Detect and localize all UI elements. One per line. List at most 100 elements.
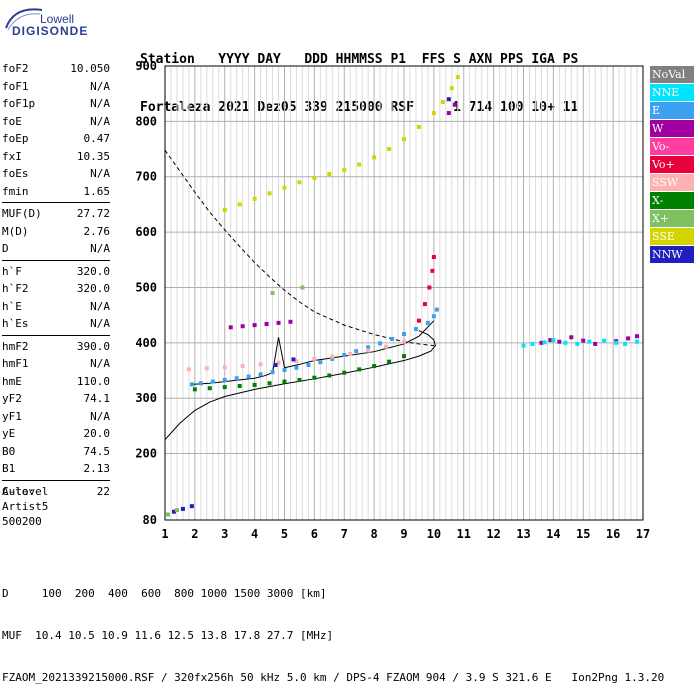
plot-frame bbox=[164, 65, 644, 521]
param-name: C-level bbox=[2, 484, 49, 498]
param-row: C-level 22 bbox=[2, 483, 110, 501]
legend-item-nnw: NNW bbox=[650, 246, 694, 263]
legend-item-x-: X+ bbox=[650, 210, 694, 227]
x-tick-label: 16 bbox=[606, 527, 620, 541]
echo-point-e bbox=[210, 379, 215, 384]
echo-point-sse bbox=[455, 75, 460, 80]
x-tick-label: 5 bbox=[281, 527, 288, 541]
echo-point-nne bbox=[623, 341, 628, 346]
echo-point-x- bbox=[387, 359, 392, 364]
param-value: N/A bbox=[90, 357, 110, 370]
echo-point-sse bbox=[282, 185, 287, 190]
echo-point-nne bbox=[575, 341, 580, 346]
param-value: N/A bbox=[90, 409, 110, 423]
param-row: B0 74.5 bbox=[2, 443, 110, 461]
echo-point-sse bbox=[387, 147, 392, 152]
param-name: fmin bbox=[2, 184, 29, 198]
echo-point-ssw bbox=[276, 360, 281, 365]
echo-point-sse bbox=[237, 202, 242, 207]
param-row: foEp 0.47 bbox=[2, 130, 110, 148]
echo-point-x- bbox=[402, 354, 406, 359]
legend-item-vo-: Vo- bbox=[650, 138, 694, 155]
echo-point-ssw bbox=[366, 348, 371, 353]
legend-item-x-: X- bbox=[650, 192, 694, 209]
echo-point-w bbox=[252, 323, 257, 328]
echo-point-x- bbox=[207, 386, 212, 391]
param-row: foF1p N/A bbox=[2, 95, 110, 113]
echo-point-sse bbox=[449, 86, 454, 91]
echo-point-w bbox=[228, 325, 233, 330]
echo-point-nnw bbox=[273, 362, 278, 367]
param-row: yE 20.0 bbox=[2, 425, 110, 443]
param-name: MUF(D) bbox=[2, 207, 42, 220]
auto-version: 500200 bbox=[2, 515, 42, 528]
x-tick-label: 14 bbox=[546, 527, 560, 541]
echo-point-w bbox=[581, 338, 586, 343]
param-row: hmF1 N/A bbox=[2, 355, 110, 373]
echo-point-w bbox=[557, 339, 562, 344]
echo-point-nne bbox=[563, 340, 568, 345]
param-row: yF2 74.1 bbox=[2, 390, 110, 408]
x-tick-label: 9 bbox=[400, 527, 407, 541]
echo-point-vo- bbox=[430, 268, 435, 273]
echo-point-sse bbox=[312, 175, 317, 180]
echo-point-e bbox=[378, 341, 383, 346]
y-tick-label: 300 bbox=[135, 391, 157, 405]
echo-point-vo- bbox=[422, 302, 427, 307]
param-row: foF1 N/A bbox=[2, 78, 110, 96]
echo-point-x- bbox=[372, 364, 377, 369]
echo-point-w bbox=[626, 336, 631, 341]
param-value: 320.0 bbox=[76, 282, 110, 295]
param-row: D N/A bbox=[2, 240, 110, 258]
param-name: hmF1 bbox=[2, 357, 29, 370]
param-divider bbox=[2, 202, 110, 203]
param-value: N/A bbox=[90, 317, 110, 330]
x-tick-label: 15 bbox=[576, 527, 590, 541]
echo-point-nne bbox=[635, 339, 640, 344]
echo-point-nne bbox=[521, 343, 526, 348]
param-value: 10.050 bbox=[70, 62, 110, 75]
param-name: foE bbox=[2, 114, 22, 128]
autoscaling-info: Auto: Artist5 500200 bbox=[2, 484, 48, 529]
echo-point-w bbox=[452, 102, 457, 107]
footer-muf-row: MUF 10.4 10.5 10.9 11.6 12.5 13.8 17.8 2… bbox=[2, 629, 334, 642]
param-name: h`E bbox=[2, 299, 22, 313]
x-tick-label: 8 bbox=[371, 527, 378, 541]
echo-point-w bbox=[593, 341, 598, 346]
digisonde-logo-icon bbox=[5, 8, 43, 31]
param-value: 74.5 bbox=[83, 444, 111, 458]
param-row: hmE 110.0 bbox=[2, 373, 110, 391]
x-tick-label: 4 bbox=[251, 527, 258, 541]
echo-point-vo- bbox=[431, 255, 436, 260]
echo-point-ssw bbox=[294, 359, 299, 364]
param-value: N/A bbox=[90, 242, 110, 255]
param-row: yF1 N/A bbox=[2, 408, 110, 426]
echo-point-e bbox=[402, 331, 406, 336]
param-name: h`Es bbox=[2, 317, 29, 330]
echo-point-x- bbox=[327, 373, 332, 378]
echo-point-e bbox=[306, 362, 311, 367]
param-name: foEs bbox=[2, 167, 29, 180]
param-value: N/A bbox=[90, 79, 110, 93]
y-tick-label: 800 bbox=[135, 114, 157, 128]
param-name: M(D) bbox=[2, 224, 29, 238]
echo-point-e bbox=[282, 367, 287, 372]
echo-point-x- bbox=[312, 375, 317, 380]
echo-point-w bbox=[539, 340, 544, 345]
echo-point-e bbox=[366, 345, 371, 350]
param-value: 0.47 bbox=[83, 132, 111, 145]
echo-point-sse bbox=[342, 168, 347, 173]
echo-point-e bbox=[246, 374, 251, 379]
param-name: foF2 bbox=[2, 62, 29, 75]
y-tick-label: 700 bbox=[135, 170, 157, 184]
x-tick-label: 7 bbox=[341, 527, 348, 541]
echo-point-ssw bbox=[222, 365, 227, 370]
param-value: 110.0 bbox=[76, 374, 110, 388]
param-row: h`F2 320.0 bbox=[2, 280, 110, 298]
echo-point-ssw bbox=[348, 351, 353, 356]
auto-label: Auto: bbox=[2, 485, 36, 498]
echo-point-w bbox=[240, 324, 245, 329]
footer-distance-row: D 100 200 400 600 800 1000 1500 3000 [km… bbox=[2, 587, 327, 600]
echo-point-w bbox=[446, 111, 451, 116]
legend-item-e: E bbox=[650, 102, 694, 119]
